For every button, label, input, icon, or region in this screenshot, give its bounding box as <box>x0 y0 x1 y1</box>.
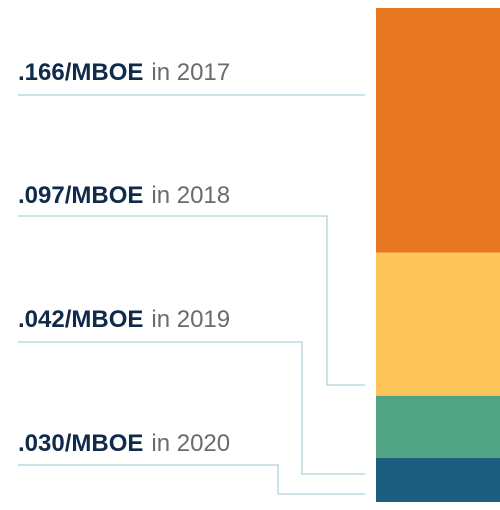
leader-line <box>18 341 365 475</box>
value-label: .166/MBOE <box>18 59 143 86</box>
bar-segment <box>376 252 500 396</box>
bar-segment <box>376 457 500 502</box>
value-label: .030/MBOE <box>18 430 143 457</box>
leader-line <box>18 464 365 495</box>
bar-segment <box>376 395 500 458</box>
series-name: in 2017 <box>151 59 230 86</box>
leader-line <box>18 215 365 386</box>
value-label: .097/MBOE <box>18 182 143 209</box>
label: .030/MBOE in 2020 <box>18 430 230 457</box>
series-name: in 2019 <box>151 306 230 333</box>
value-label: .042/MBOE <box>18 306 143 333</box>
series-name: in 2018 <box>151 182 230 209</box>
bar-segment <box>376 8 500 253</box>
label: .042/MBOE in 2019 <box>18 306 230 333</box>
label: .097/MBOE in 2018 <box>18 182 230 209</box>
label: .166/MBOE in 2017 <box>18 59 230 86</box>
series-name: in 2020 <box>151 430 230 457</box>
